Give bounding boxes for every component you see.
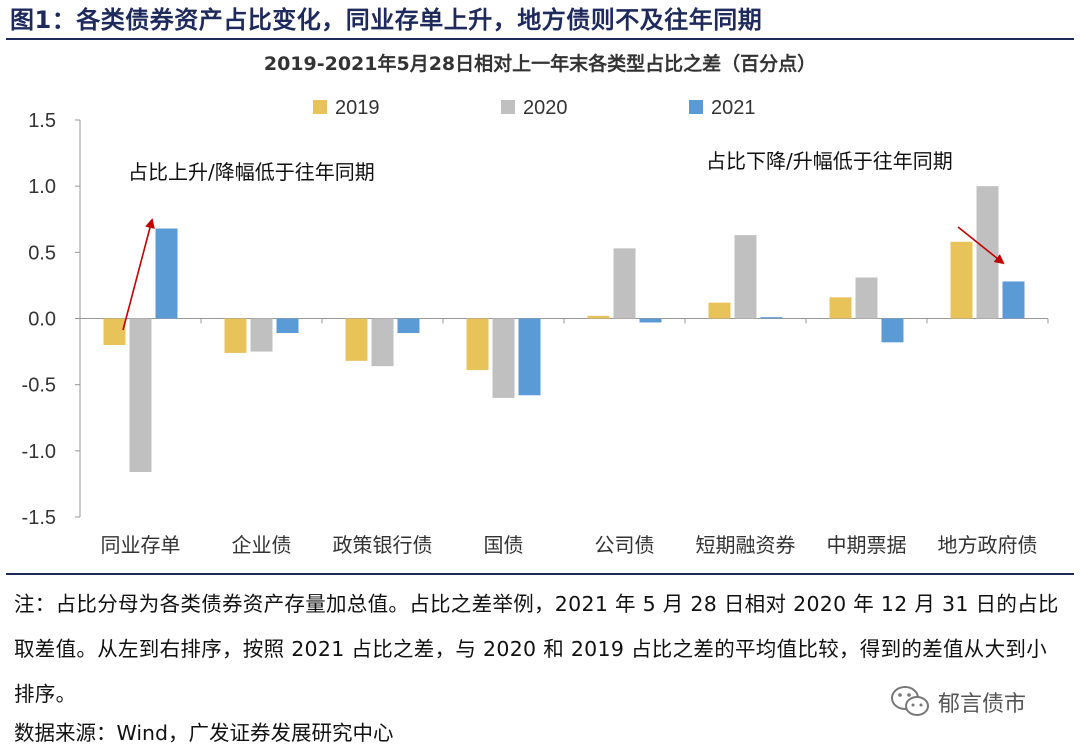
bar-2020-8 [976, 186, 999, 319]
bar-2021-2 [276, 318, 299, 334]
figure-title: 图1：各类债券资产占比变化，同业存单上升，地方债则不及往年同期 [10, 6, 763, 34]
bar-2021-1 [155, 228, 178, 319]
y-tick-label: -1.5 [22, 507, 56, 529]
y-tick-label: -0.5 [22, 375, 56, 397]
bar-2019-8 [950, 241, 973, 319]
axes: 1.5 1.0 0.5 0.0 -0.5 -1.0 -1.5 同业存单 企业债 政策银行债 国债 公司… [22, 110, 1049, 557]
bar-2019-6 [708, 302, 731, 319]
x-category-label: 公司债 [595, 533, 655, 557]
bar-2021-5 [639, 318, 662, 323]
title-divider [6, 38, 1074, 40]
bar-2020-5 [613, 248, 636, 319]
bar-2021-7 [881, 318, 904, 343]
annotations: 占比上升/降幅低于往年同期 占比下降/升幅低于往年同期 [122, 149, 1005, 331]
bar-2020-2 [250, 318, 273, 352]
chart-bottom-divider [6, 573, 1074, 575]
chart-title: 2019-2021年5月28日相对上一年末各类型占比之差（百分点） [264, 52, 816, 75]
bar-2020-7 [855, 277, 878, 319]
bar-2019-4 [466, 318, 489, 371]
x-category-label: 中期票据 [827, 533, 907, 557]
y-tick-label: 0.0 [28, 309, 56, 331]
x-category-label: 政策银行债 [333, 533, 433, 557]
wechat-icon [891, 686, 929, 716]
bar-2019-3 [345, 318, 368, 361]
bar-2020-6 [734, 235, 757, 319]
bars [103, 186, 1025, 473]
legend: 2019 2020 2021 [313, 97, 756, 119]
watermark-text: 郁言债市 [938, 692, 1027, 717]
bar-chart: 2019-2021年5月28日相对上一年末各类型占比之差（百分点） 2019 20… [22, 52, 1049, 557]
annotation-right: 占比下降/升幅低于往年同期 [706, 149, 953, 173]
y-tick-label: 1.5 [28, 110, 56, 132]
annotation-arrow-left [122, 218, 155, 331]
annotation-left: 占比上升/降幅低于往年同期 [128, 160, 375, 184]
y-tick-label: 1.0 [28, 176, 56, 198]
bar-2020-4 [492, 318, 515, 398]
bar-2020-1 [129, 318, 152, 473]
legend-label: 2021 [711, 97, 756, 119]
legend-swatch-2021 [689, 100, 703, 114]
legend-swatch-2019 [313, 100, 327, 114]
watermark: 郁言债市 [890, 682, 1026, 722]
bar-2021-6 [760, 317, 783, 319]
data-source: 数据来源：Wind，广发证券发展研究中心 [14, 721, 394, 745]
legend-swatch-2020 [501, 100, 515, 114]
y-tick-label: -1.0 [22, 441, 56, 463]
bar-2021-4 [518, 318, 541, 396]
legend-label: 2019 [335, 97, 380, 119]
bar-2021-3 [397, 318, 420, 334]
bar-2019-7 [829, 297, 852, 319]
x-category-label: 国债 [484, 533, 524, 557]
legend-label: 2020 [523, 97, 568, 119]
x-category-label: 短期融资券 [696, 533, 796, 557]
annotation-arrow-right [957, 226, 1005, 265]
bar-2019-1 [103, 318, 126, 345]
x-category-label: 企业债 [232, 533, 292, 557]
x-category-label: 地方政府债 [938, 533, 1038, 557]
bar-2019-2 [224, 318, 247, 353]
bar-2019-5 [587, 315, 610, 319]
x-category-label: 同业存单 [101, 533, 181, 557]
bar-2021-8 [1002, 281, 1025, 319]
bar-2020-3 [371, 318, 394, 367]
chart-note: 注：占比分母为各类债券资产存量加总值。占比之差举例，2021 年 5 月 28 … [14, 592, 1059, 706]
y-tick-label: 0.5 [28, 242, 56, 264]
